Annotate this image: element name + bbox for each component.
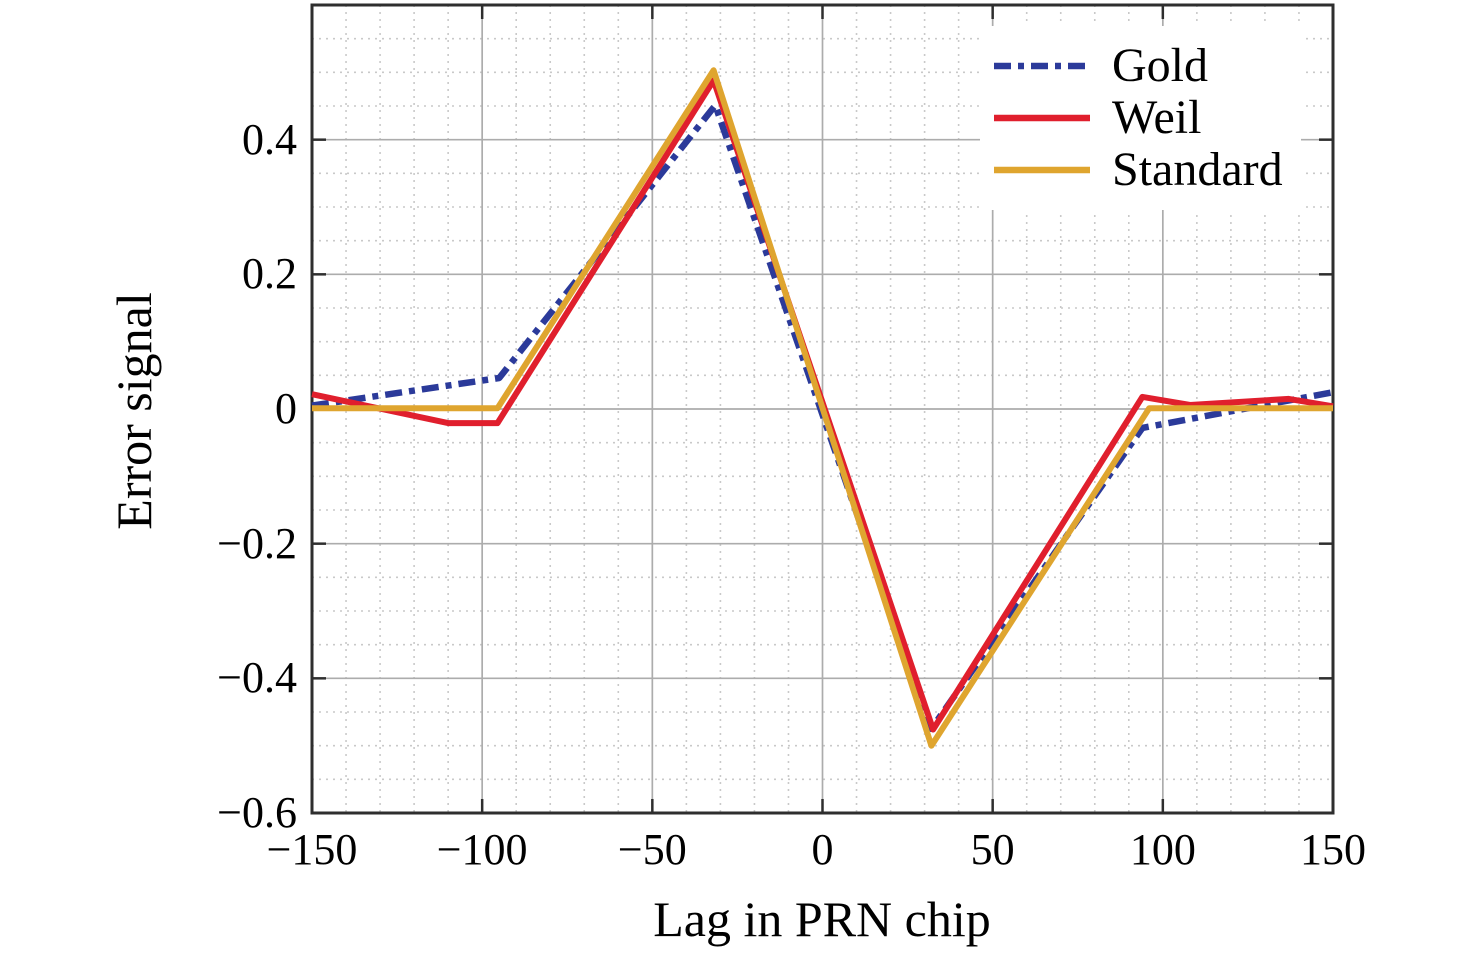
- legend-swatch-standard: [994, 166, 1090, 174]
- legend: Gold Weil Standard: [980, 26, 1301, 210]
- y-axis-tick-label: −0.2: [217, 518, 297, 568]
- x-axis-tick-label: 0: [811, 825, 834, 874]
- y-axis-tick-label: −0.6: [217, 788, 297, 837]
- series-line-standard: [312, 67, 1333, 749]
- y-axis-tick-label: −0.4: [217, 653, 297, 703]
- y-axis-tick-label: 0: [275, 384, 297, 433]
- y-axis-tick-label: 0.2: [242, 249, 297, 299]
- legend-swatch-gold: [994, 62, 1090, 70]
- x-axis-tick-label: 100: [1129, 825, 1196, 874]
- x-axis-title: Lag in PRN chip: [653, 891, 991, 947]
- x-axis-tick-label: −50: [617, 825, 687, 874]
- x-axis-tick-label: −150: [266, 825, 358, 874]
- legend-item-standard: Standard: [994, 144, 1283, 196]
- y-axis-title: Error signal: [106, 292, 162, 530]
- x-axis-tick-label: 50: [970, 825, 1015, 874]
- legend-swatch-weil: [994, 114, 1090, 122]
- y-axis-tick-label: 0.4: [242, 114, 297, 164]
- legend-item-weil: Weil: [994, 92, 1283, 144]
- x-axis-tick-label: −100: [436, 825, 528, 874]
- legend-label-standard: Standard: [1112, 143, 1283, 196]
- legend-label-gold: Gold: [1112, 39, 1208, 92]
- x-axis-tick-label: 150: [1300, 825, 1366, 874]
- series-line-weil: [311, 77, 1334, 733]
- legend-label-weil: Weil: [1112, 91, 1202, 144]
- legend-item-gold: Gold: [994, 40, 1283, 92]
